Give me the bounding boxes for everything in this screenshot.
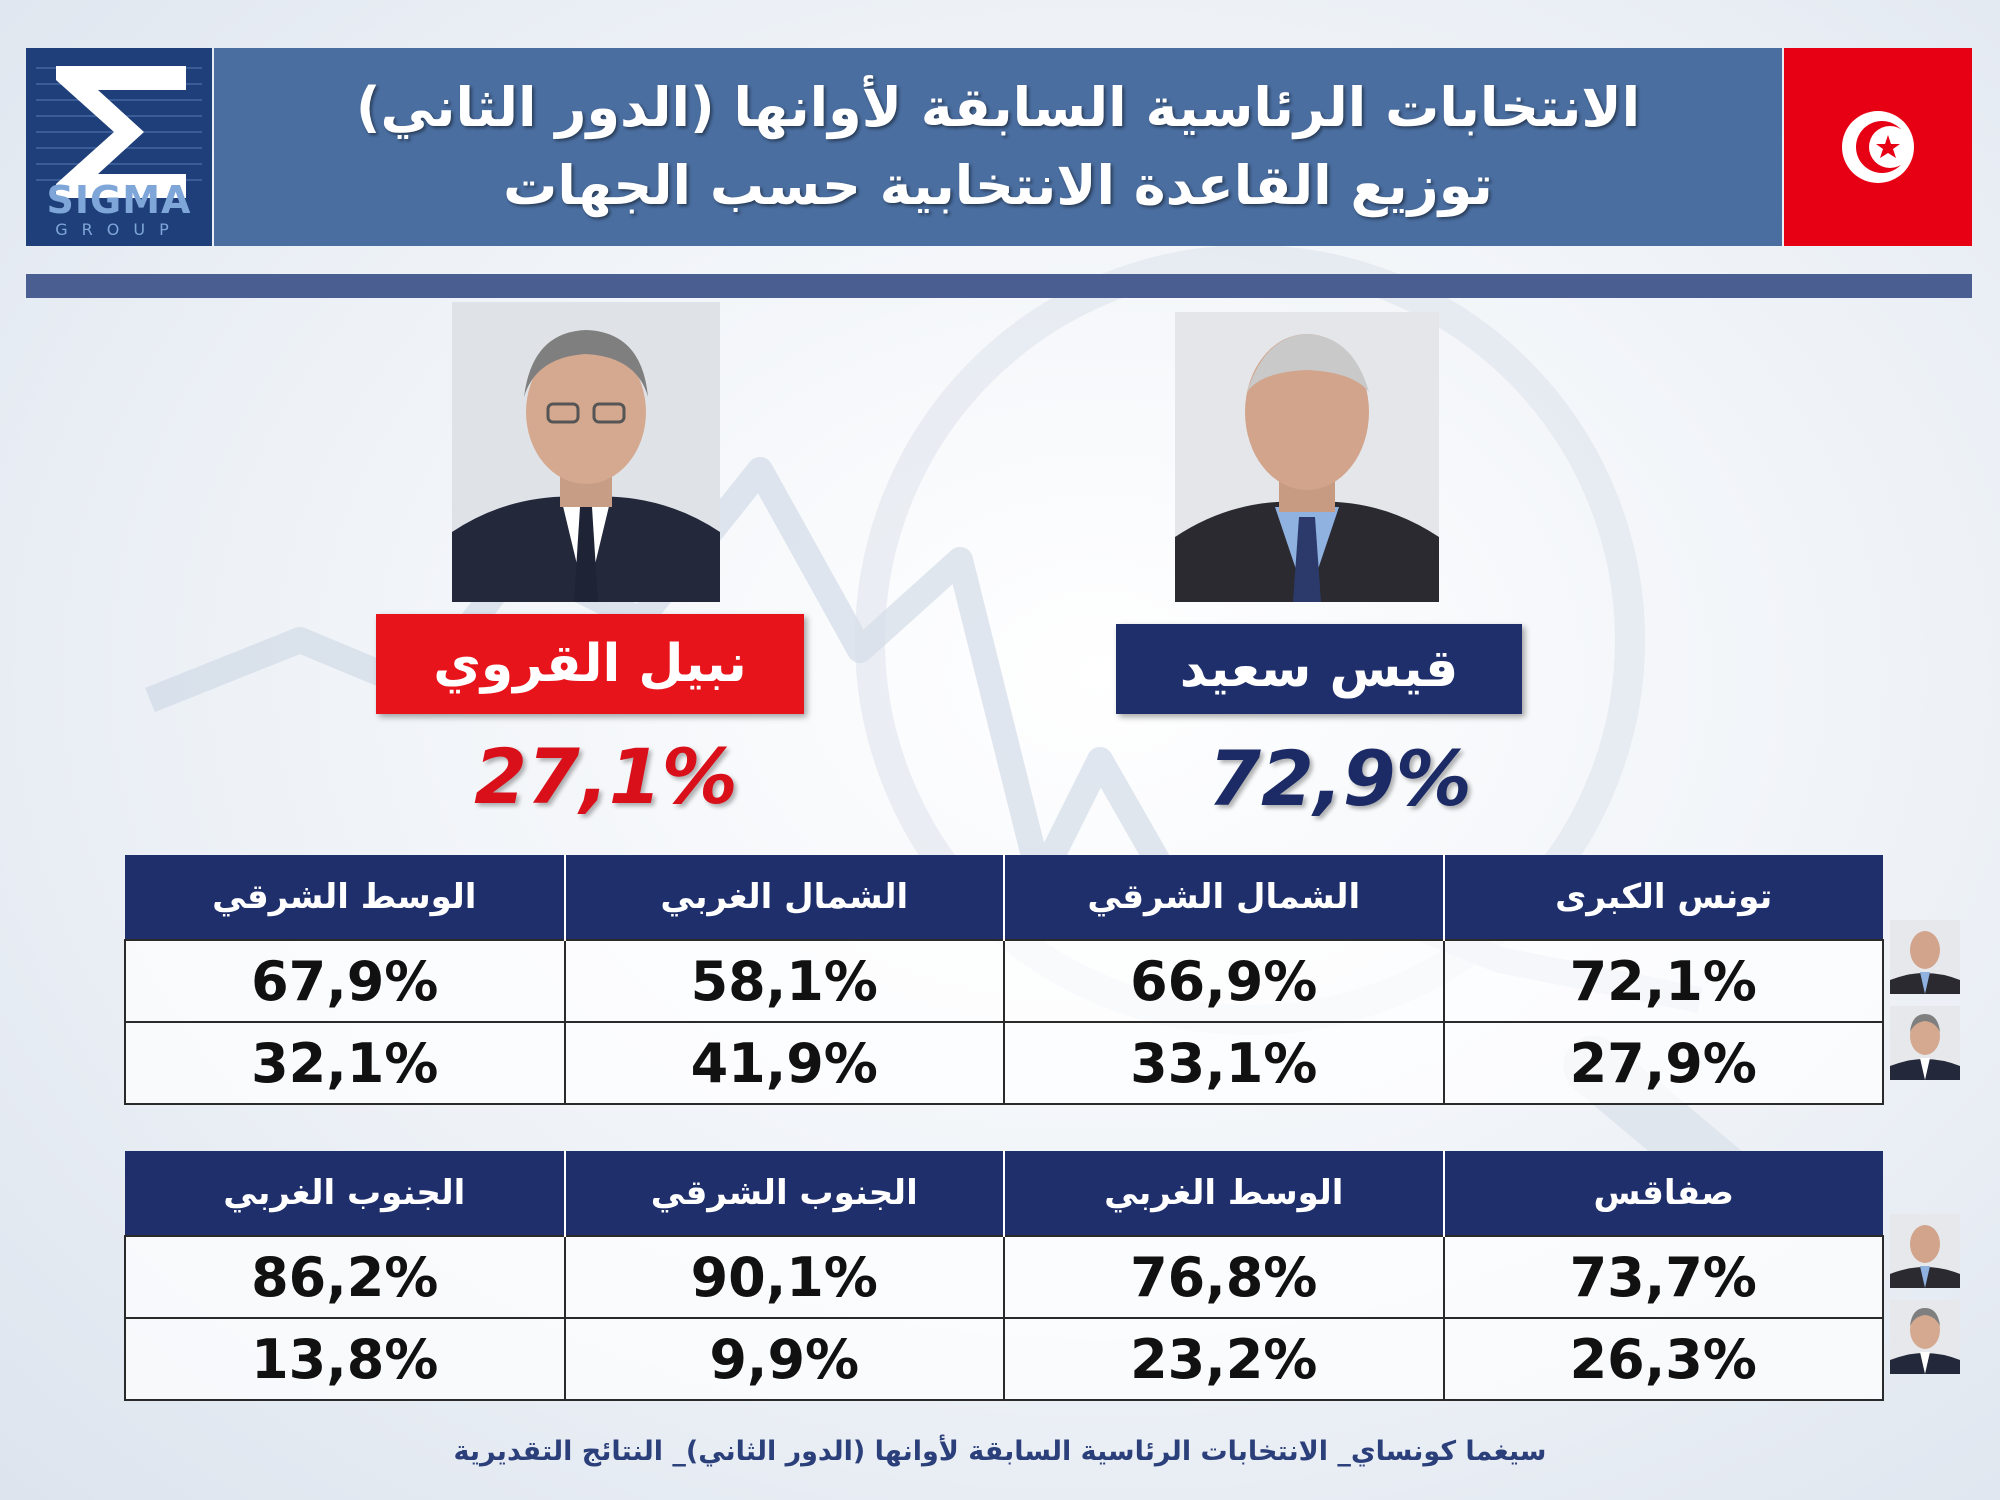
table-header-cell: تونس الكبرى	[1442, 855, 1883, 940]
logo-subtext: GROUP	[55, 220, 183, 239]
regional-results-table-1: الوسط الشرقي الشمال الغربي الشمال الشرقي…	[124, 855, 1884, 1105]
table-cell: 58,1%	[563, 939, 1005, 1023]
table-cell: 73,7%	[1442, 1235, 1884, 1319]
sigma-logo: SIGMA GROUP	[26, 48, 212, 246]
saied-thumbnail	[1890, 920, 1960, 994]
table-cell: 72,1%	[1442, 939, 1884, 1023]
footer-caption: سيغما كونساي_ الانتخابات الرئاسية السابق…	[453, 1436, 1547, 1467]
saied-thumbnail	[1890, 1214, 1960, 1288]
table-row: 13,8% 9,9% 23,2% 26,3%	[124, 1317, 1884, 1401]
table-cell: 41,9%	[563, 1021, 1005, 1105]
header-divider	[26, 274, 1972, 298]
table-header-cell: الشمال الشرقي	[1003, 855, 1444, 940]
karoui-thumbnail	[1890, 1300, 1960, 1374]
table-cell: 76,8%	[1003, 1235, 1445, 1319]
karoui-portrait	[452, 302, 720, 602]
table-cell: 26,3%	[1442, 1317, 1884, 1401]
table-header-cell: الجنوب الشرقي	[563, 1151, 1004, 1236]
table-header-cell: الوسط الغربي	[1003, 1151, 1444, 1236]
table-cell: 66,9%	[1003, 939, 1445, 1023]
table-header-row: الوسط الشرقي الشمال الغربي الشمال الشرقي…	[125, 855, 1883, 940]
title-banner: الانتخابات الرئاسية السابقة لأوانها (الد…	[214, 48, 1782, 246]
logo-text: SIGMA	[46, 178, 192, 222]
page-subtitle: توزيع القاعدة الانتخابية حسب الجهات	[503, 154, 1493, 217]
table-cell: 67,9%	[124, 939, 566, 1023]
saied-portrait	[1175, 312, 1439, 602]
saied-total-percent: 72,9%	[1208, 734, 1472, 823]
table-row: 67,9% 58,1% 66,9% 72,1%	[124, 939, 1884, 1023]
table-row: 86,2% 90,1% 76,8% 73,7%	[124, 1235, 1884, 1319]
sigma-logo-icon	[36, 66, 202, 198]
table-header-cell: الوسط الشرقي	[125, 855, 565, 940]
table-header-row: الجنوب الغربي الجنوب الشرقي الوسط الغربي…	[125, 1151, 1883, 1236]
candidate-name-karoui: نبيل القروي	[376, 614, 804, 714]
table-cell: 90,1%	[563, 1235, 1005, 1319]
karoui-thumbnail	[1890, 1006, 1960, 1080]
table-cell: 86,2%	[124, 1235, 566, 1319]
table-row: 32,1% 41,9% 33,1% 27,9%	[124, 1021, 1884, 1105]
karoui-total-percent: 27,1%	[474, 732, 738, 821]
page-title: الانتخابات الرئاسية السابقة لأوانها (الد…	[355, 76, 1641, 139]
tunisia-flag-icon	[1784, 48, 1972, 246]
table-header-cell: الجنوب الغربي	[125, 1151, 565, 1236]
table-header-cell: صفاقس	[1442, 1151, 1883, 1236]
table-cell: 23,2%	[1003, 1317, 1445, 1401]
table-cell: 9,9%	[563, 1317, 1005, 1401]
table-cell: 27,9%	[1442, 1021, 1884, 1105]
regional-results-table-2: الجنوب الغربي الجنوب الشرقي الوسط الغربي…	[124, 1151, 1884, 1401]
table-cell: 33,1%	[1003, 1021, 1445, 1105]
table-cell: 32,1%	[124, 1021, 566, 1105]
table-cell: 13,8%	[124, 1317, 566, 1401]
table-header-cell: الشمال الغربي	[563, 855, 1004, 940]
candidate-name-saied: قيس سعيد	[1116, 624, 1522, 714]
